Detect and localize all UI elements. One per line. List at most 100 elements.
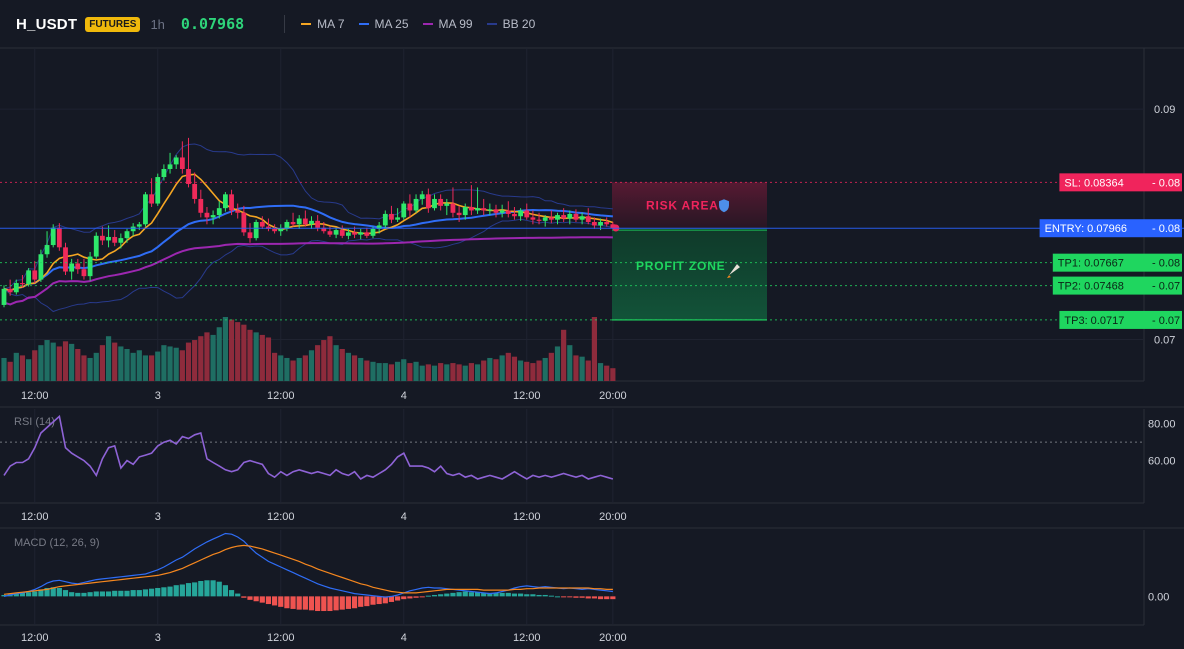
legend-ma25[interactable]: MA 25 xyxy=(358,17,409,31)
candle-body-69 xyxy=(425,194,431,209)
volume-bar-74 xyxy=(456,364,462,381)
volume-bar-37 xyxy=(228,319,235,381)
macd-hist-bar-88 xyxy=(542,594,548,597)
volume-bar-68 xyxy=(419,365,425,381)
volume-bar-51 xyxy=(315,345,321,381)
x-tick-main-0: 12:00 xyxy=(21,390,49,402)
candle-body-15 xyxy=(93,235,99,257)
macd-hist-bar-84 xyxy=(518,593,524,597)
macd-hist-bar-71 xyxy=(438,594,444,597)
volume-bar-20 xyxy=(124,349,130,381)
macd-hist-bar-65 xyxy=(401,596,407,600)
macd-hist-bar-56 xyxy=(345,596,351,609)
rsi-line xyxy=(3,414,614,481)
macd-hist-bar-13 xyxy=(81,592,87,597)
legend-bb20[interactable]: BB 20 xyxy=(486,17,535,31)
level-tag-entry: ENTRY: 0.07966 xyxy=(1045,223,1127,235)
level-tag-tp3: TP3: 0.0717 xyxy=(1064,315,1124,327)
timeframe-label[interactable]: 1h xyxy=(150,16,165,32)
candle-body-80 xyxy=(493,209,499,213)
volume-bar-5 xyxy=(32,350,38,381)
volume-bar-78 xyxy=(481,360,487,381)
volume-bar-83 xyxy=(511,356,518,381)
volume-bar-56 xyxy=(345,352,351,381)
volume-bar-96 xyxy=(591,317,597,381)
candle-body-0 xyxy=(1,288,7,305)
macd-hist-bar-97 xyxy=(597,596,604,600)
volume-bar-77 xyxy=(474,364,481,381)
candle-body-37 xyxy=(229,194,234,211)
candle-body-83 xyxy=(512,213,517,217)
volume-bar-28 xyxy=(173,347,179,381)
legend-ma7[interactable]: MA 7 xyxy=(301,17,345,31)
candle-body-18 xyxy=(112,236,118,243)
rocket-icon xyxy=(729,264,740,276)
candle-body-95 xyxy=(585,216,591,222)
x-tick-rsi-4: 12:00 xyxy=(513,511,541,523)
level-tag-tp1: TP1: 0.07667 xyxy=(1058,258,1124,270)
volume-bar-46 xyxy=(284,357,290,381)
bb-upper-line xyxy=(3,143,613,290)
volume-bar-24 xyxy=(149,355,155,381)
x-tick-rsi-1: 3 xyxy=(155,511,161,523)
legend-ma99-swatch xyxy=(422,23,433,25)
macd-hist-bar-44 xyxy=(272,596,278,606)
candle-body-98 xyxy=(604,221,610,225)
candle-body-49 xyxy=(302,218,308,225)
risk-area-label: RISK AREA xyxy=(646,198,719,212)
last-price: 0.07968 xyxy=(180,15,245,33)
volume-bar-45 xyxy=(278,355,284,381)
volume-bar-44 xyxy=(272,352,278,381)
volume-bar-85 xyxy=(524,361,530,381)
level-axis-tag-tp3: - 0.07 xyxy=(1152,315,1180,327)
macd-hist-bar-78 xyxy=(481,592,487,597)
volume-bar-27 xyxy=(167,346,173,381)
candle-body-60 xyxy=(370,228,376,236)
candle-body-34 xyxy=(210,215,216,218)
volume-bar-58 xyxy=(358,357,364,381)
candle-body-8 xyxy=(50,227,56,246)
y-tick-0: 0.09 xyxy=(1154,104,1175,116)
symbol-name[interactable]: H_USDT xyxy=(16,15,78,33)
level-tag-bg-tp2 xyxy=(1052,276,1182,295)
macd-hist-bar-32 xyxy=(198,580,204,597)
macd-hist-bar-48 xyxy=(296,596,302,610)
macd-hist-bar-3 xyxy=(19,592,26,597)
legend-ma25-label: MA 25 xyxy=(374,17,409,31)
volume-bar-33 xyxy=(204,332,210,381)
macd-hist-bar-89 xyxy=(548,595,554,597)
candle-body-58 xyxy=(358,232,364,235)
macd-hist-bar-55 xyxy=(339,596,345,610)
rsi-tick-1: 60.00 xyxy=(1148,456,1176,468)
volume-bar-34 xyxy=(210,334,216,381)
legend-ma7-swatch xyxy=(301,23,312,25)
candle-body-26 xyxy=(161,168,167,178)
macd-panel: MACD (12, 26, 9) 0.00 xyxy=(1,532,1169,612)
volume-bar-14 xyxy=(87,357,93,381)
y-tick-1: 0.07 xyxy=(1154,335,1175,347)
macd-hist-bar-24 xyxy=(149,588,155,597)
macd-hist-bar-33 xyxy=(204,580,210,597)
level-tag-tp2: TP2: 0.07468 xyxy=(1058,281,1124,293)
legend-ma7-label: MA 7 xyxy=(317,17,345,31)
candle-body-76 xyxy=(469,207,474,211)
macd-hist-bar-7 xyxy=(44,587,50,597)
candle-body-1 xyxy=(7,288,13,293)
x-tick-macd-3: 4 xyxy=(401,632,407,644)
volume-bar-31 xyxy=(192,340,198,381)
candle-body-51 xyxy=(315,220,321,228)
macd-hist-bar-66 xyxy=(407,596,413,599)
macd-hist-bar-10 xyxy=(62,590,69,597)
macd-hist-bar-39 xyxy=(241,596,247,598)
level-axis-tag-tp1: - 0.08 xyxy=(1152,258,1180,270)
volume-bar-1 xyxy=(7,361,13,381)
candle-body-54 xyxy=(333,230,339,235)
level-tag-bg-tp3 xyxy=(1059,310,1182,329)
level-axis-tag-sl: - 0.08 xyxy=(1152,177,1180,189)
candle-body-5 xyxy=(32,270,38,280)
candle-body-73 xyxy=(450,203,456,213)
macd-tick-0: 0.00 xyxy=(1148,591,1169,603)
candle-body-14 xyxy=(87,256,93,277)
legend-ma99[interactable]: MA 99 xyxy=(422,17,473,31)
